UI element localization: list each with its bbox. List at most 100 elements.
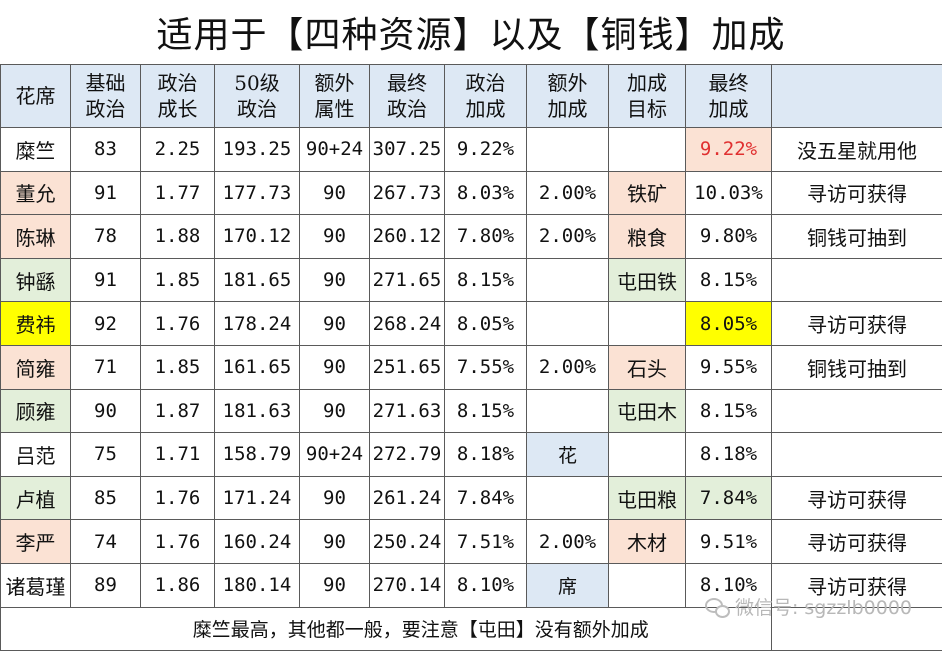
cell-note: 铜钱可抽到 bbox=[772, 345, 942, 389]
advisor-table: 花席 基础 政治 政治 成长 50级 政治 额外 属性 最终 政治 政治 加成 … bbox=[0, 64, 942, 651]
cell-base: 71 bbox=[71, 345, 141, 389]
cell-bonus: 8.10% bbox=[445, 563, 527, 607]
cell-growth: 1.87 bbox=[141, 389, 215, 433]
cell-name: 董允 bbox=[1, 171, 71, 215]
cell-final-bonus: 8.15% bbox=[686, 389, 772, 433]
cell-base: 83 bbox=[71, 128, 141, 172]
cell-target: 木材 bbox=[609, 520, 686, 564]
cell-note: 寻访可获得 bbox=[772, 171, 942, 215]
cell-name: 钟繇 bbox=[1, 258, 71, 302]
cell-lv50: 181.63 bbox=[215, 389, 300, 433]
cell-lv50: 170.12 bbox=[215, 215, 300, 259]
cell-extra-attr: 90+24 bbox=[300, 128, 370, 172]
col-header-base: 基础 政治 bbox=[71, 65, 141, 128]
cell-extra-bonus: 2.00% bbox=[527, 215, 609, 259]
cell-extra-bonus bbox=[527, 476, 609, 520]
col-header-extra-bonus: 额外 加成 bbox=[527, 65, 609, 128]
cell-note bbox=[772, 258, 942, 302]
col-header-name: 花席 bbox=[1, 65, 71, 128]
cell-lv50: 160.24 bbox=[215, 520, 300, 564]
cell-target: 粮食 bbox=[609, 215, 686, 259]
cell-final-bonus: 9.55% bbox=[686, 345, 772, 389]
cell-final-bonus: 9.51% bbox=[686, 520, 772, 564]
watermark: 微信号: sgzzlb0000 bbox=[705, 593, 912, 620]
cell-base: 75 bbox=[71, 433, 141, 477]
cell-name: 诸葛瑾 bbox=[1, 563, 71, 607]
cell-note: 寻访可获得 bbox=[772, 302, 942, 346]
cell-extra-attr: 90 bbox=[300, 563, 370, 607]
cell-final-bonus: 7.84% bbox=[686, 476, 772, 520]
cell-growth: 1.71 bbox=[141, 433, 215, 477]
cell-note: 没五星就用他 bbox=[772, 128, 942, 172]
cell-target: 石头 bbox=[609, 345, 686, 389]
cell-note: 寻访可获得 bbox=[772, 476, 942, 520]
cell-lv50: 177.73 bbox=[215, 171, 300, 215]
cell-extra-bonus bbox=[527, 128, 609, 172]
cell-name: 吕范 bbox=[1, 433, 71, 477]
cell-final-bonus: 10.03% bbox=[686, 171, 772, 215]
cell-bonus: 8.15% bbox=[445, 258, 527, 302]
cell-extra-attr: 90 bbox=[300, 389, 370, 433]
cell-extra-bonus bbox=[527, 302, 609, 346]
cell-note: 铜钱可抽到 bbox=[772, 215, 942, 259]
cell-growth: 1.76 bbox=[141, 520, 215, 564]
cell-extra-attr: 90+24 bbox=[300, 433, 370, 477]
cell-bonus: 8.18% bbox=[445, 433, 527, 477]
cell-extra-bonus: 2.00% bbox=[527, 171, 609, 215]
cell-bonus: 8.03% bbox=[445, 171, 527, 215]
col-header-note bbox=[772, 65, 942, 128]
cell-growth: 1.85 bbox=[141, 345, 215, 389]
cell-name: 顾雍 bbox=[1, 389, 71, 433]
cell-base: 85 bbox=[71, 476, 141, 520]
cell-final: 272.79 bbox=[370, 433, 445, 477]
cell-final: 261.24 bbox=[370, 476, 445, 520]
cell-extra-bonus bbox=[527, 258, 609, 302]
cell-name: 费祎 bbox=[1, 302, 71, 346]
cell-final: 251.65 bbox=[370, 345, 445, 389]
footer-note: 糜竺最高，其他都一般，要注意【屯田】没有额外加成 bbox=[71, 607, 772, 650]
cell-base: 74 bbox=[71, 520, 141, 564]
cell-bonus: 7.55% bbox=[445, 345, 527, 389]
cell-name: 李严 bbox=[1, 520, 71, 564]
cell-lv50: 158.79 bbox=[215, 433, 300, 477]
cell-base: 89 bbox=[71, 563, 141, 607]
cell-extra-attr: 90 bbox=[300, 171, 370, 215]
cell-target: 屯田粮 bbox=[609, 476, 686, 520]
cell-final: 270.14 bbox=[370, 563, 445, 607]
watermark-text: 微信号: sgzzlb0000 bbox=[735, 593, 912, 620]
cell-growth: 2.25 bbox=[141, 128, 215, 172]
cell-extra-bonus: 2.00% bbox=[527, 520, 609, 564]
cell-final-bonus: 9.22% bbox=[686, 128, 772, 172]
cell-bonus: 7.80% bbox=[445, 215, 527, 259]
cell-note: 寻访可获得 bbox=[772, 520, 942, 564]
cell-bonus: 8.15% bbox=[445, 389, 527, 433]
cell-target bbox=[609, 563, 686, 607]
col-header-extra-attr: 额外 属性 bbox=[300, 65, 370, 128]
cell-target: 屯田铁 bbox=[609, 258, 686, 302]
cell-lv50: 171.24 bbox=[215, 476, 300, 520]
cell-final-bonus: 8.05% bbox=[686, 302, 772, 346]
cell-final: 268.24 bbox=[370, 302, 445, 346]
col-header-final-bonus: 最终 加成 bbox=[686, 65, 772, 128]
cell-final: 271.65 bbox=[370, 258, 445, 302]
cell-final: 271.63 bbox=[370, 389, 445, 433]
col-header-bonus: 政治 加成 bbox=[445, 65, 527, 128]
cell-growth: 1.88 bbox=[141, 215, 215, 259]
cell-final: 250.24 bbox=[370, 520, 445, 564]
cell-base: 90 bbox=[71, 389, 141, 433]
cell-growth: 1.76 bbox=[141, 302, 215, 346]
cell-extra-attr: 90 bbox=[300, 302, 370, 346]
cell-base: 92 bbox=[71, 302, 141, 346]
cell-target bbox=[609, 128, 686, 172]
cell-note bbox=[772, 389, 942, 433]
cell-extra-attr: 90 bbox=[300, 476, 370, 520]
